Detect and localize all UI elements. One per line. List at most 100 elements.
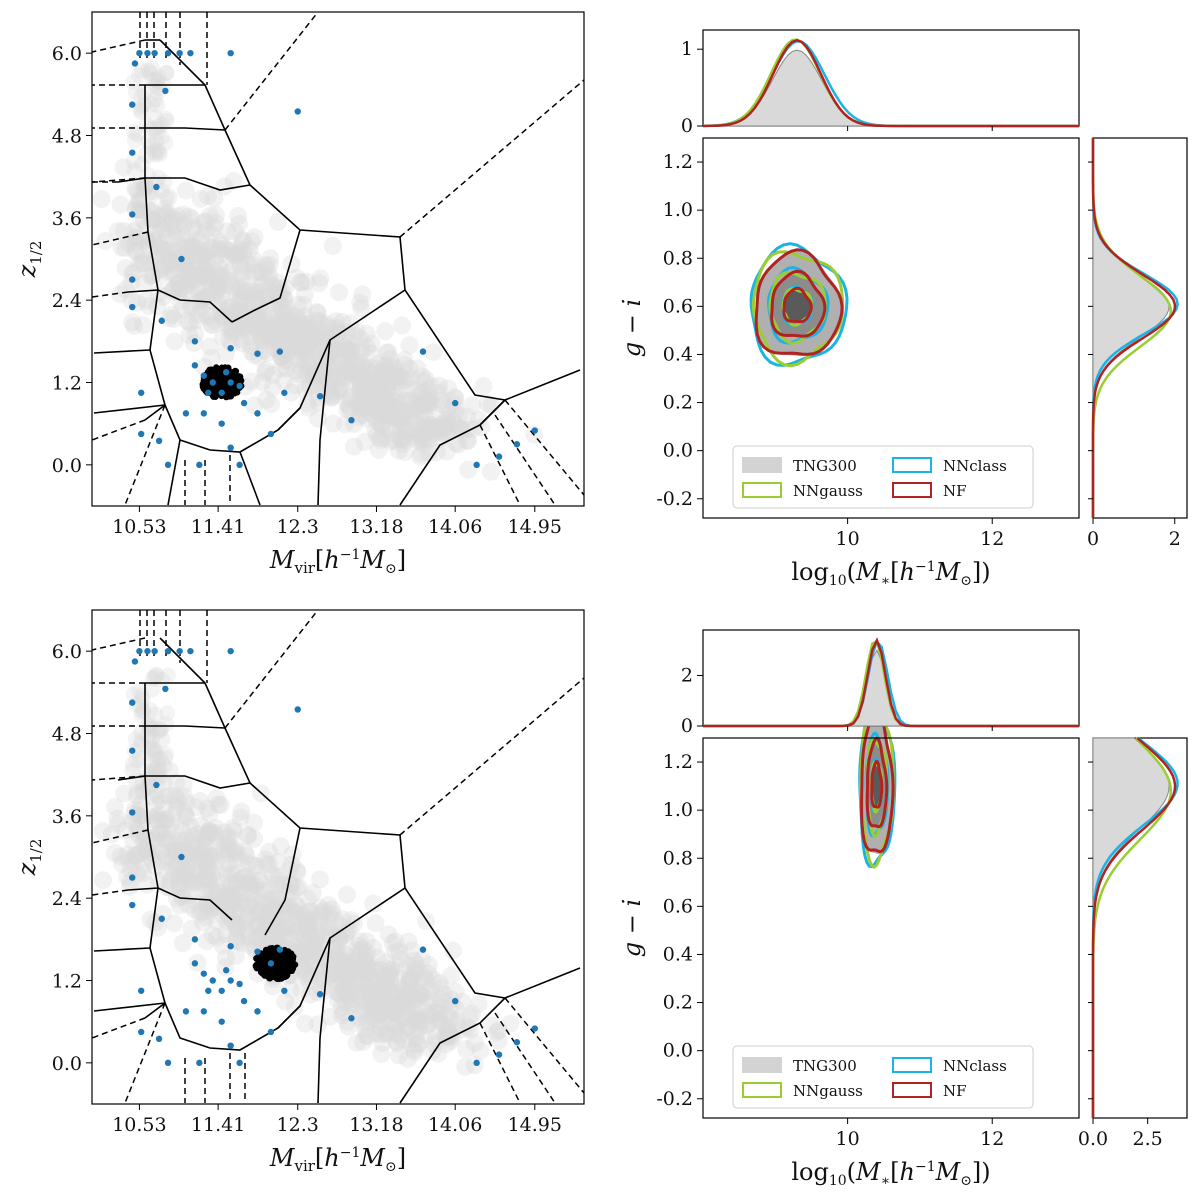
halo-point	[338, 358, 357, 377]
halo-point	[444, 1028, 463, 1047]
halo-point	[247, 320, 266, 339]
halo-point	[398, 993, 417, 1012]
halo-point	[171, 873, 190, 892]
halo-point	[227, 850, 246, 869]
halo-point	[337, 962, 356, 981]
halo-point	[335, 925, 354, 944]
halo-point	[286, 336, 305, 355]
halo-point	[266, 323, 285, 342]
halo-point	[158, 65, 175, 82]
halo-point	[395, 1009, 414, 1028]
halo-point	[126, 846, 145, 865]
halo-point	[160, 878, 179, 897]
halo-point	[224, 325, 243, 344]
halo-point	[231, 808, 250, 827]
halo-point	[319, 896, 338, 915]
halo-point	[360, 979, 379, 998]
halo-point	[377, 343, 396, 362]
halo-point	[374, 360, 393, 379]
halo-point	[160, 263, 179, 282]
halo-point	[350, 932, 369, 951]
halo-point	[351, 1003, 370, 1022]
halo-point	[333, 380, 352, 399]
halo-point	[382, 982, 401, 1001]
halo-point	[161, 251, 180, 270]
halo-point	[131, 844, 150, 863]
halo-point	[329, 951, 348, 970]
halo-point	[130, 192, 147, 209]
halo-point	[263, 931, 282, 950]
halo-point	[420, 393, 439, 412]
halo-point	[460, 1008, 479, 1027]
halo-point	[351, 370, 370, 389]
halo-point	[125, 263, 144, 282]
halo-point	[240, 871, 259, 890]
halo-point	[263, 378, 282, 397]
halo-point	[319, 967, 338, 986]
halo-point	[128, 784, 145, 801]
halo-point	[180, 262, 199, 281]
halo-point	[201, 206, 220, 225]
halo-point	[336, 945, 355, 964]
halo-point	[329, 963, 348, 982]
halo-point	[157, 110, 174, 127]
halo-point	[463, 1004, 482, 1023]
voronoi-seed-point	[153, 781, 160, 789]
nnclass-legend-swatch	[892, 1057, 932, 1073]
halo-point	[250, 902, 269, 921]
halo-point	[328, 944, 347, 963]
halo-point	[398, 987, 417, 1006]
halo-point	[363, 967, 382, 986]
halo-point	[226, 245, 245, 264]
y-tick-label: 1.2	[663, 151, 693, 173]
x-tick-label: 11.41	[191, 1114, 245, 1136]
halo-point	[147, 745, 164, 762]
halo-point	[337, 345, 356, 364]
halo-point	[327, 951, 346, 970]
halo-point	[219, 837, 238, 856]
halo-point	[363, 956, 382, 975]
halo-point	[179, 272, 198, 291]
halo-point	[260, 255, 279, 274]
halo-point	[190, 245, 209, 264]
halo-point	[192, 230, 211, 249]
halo-point	[209, 278, 228, 297]
halo-point	[206, 875, 225, 894]
voronoi-seed-point	[200, 372, 208, 379]
halo-point	[259, 295, 278, 314]
halo-point	[202, 277, 221, 296]
halo-point	[159, 667, 176, 684]
halo-point	[199, 824, 218, 843]
halo-point	[376, 970, 395, 989]
halo-point	[361, 388, 380, 407]
halo-point	[252, 289, 271, 308]
halo-point	[401, 368, 420, 387]
halo-point	[203, 863, 222, 882]
halo-point	[233, 288, 252, 307]
voronoi-seed-point	[191, 936, 199, 943]
halo-point	[143, 789, 160, 806]
halo-point	[133, 688, 150, 705]
halo-point	[381, 349, 400, 368]
halo-point	[352, 961, 371, 980]
halo-point	[390, 941, 409, 960]
voronoi-seed-point	[348, 417, 355, 424]
halo-point	[168, 207, 187, 226]
highlight-cell-point	[290, 960, 297, 968]
halo-point	[397, 995, 416, 1014]
halo-point	[218, 866, 237, 885]
halo-point	[254, 274, 273, 293]
highlight-cell-point	[200, 385, 207, 392]
voronoi-seed-point	[254, 350, 261, 357]
halo-point	[346, 364, 365, 383]
halo-point	[174, 864, 193, 883]
nf-legend-swatch	[892, 1082, 932, 1098]
x-tick-label: 12	[980, 1128, 1004, 1150]
halo-point	[114, 158, 133, 177]
halo-point	[241, 306, 260, 325]
halo-point	[398, 420, 417, 439]
halo-point	[231, 886, 250, 905]
halo-point	[231, 850, 250, 869]
halo-point	[343, 365, 362, 384]
halo-point	[260, 855, 279, 874]
